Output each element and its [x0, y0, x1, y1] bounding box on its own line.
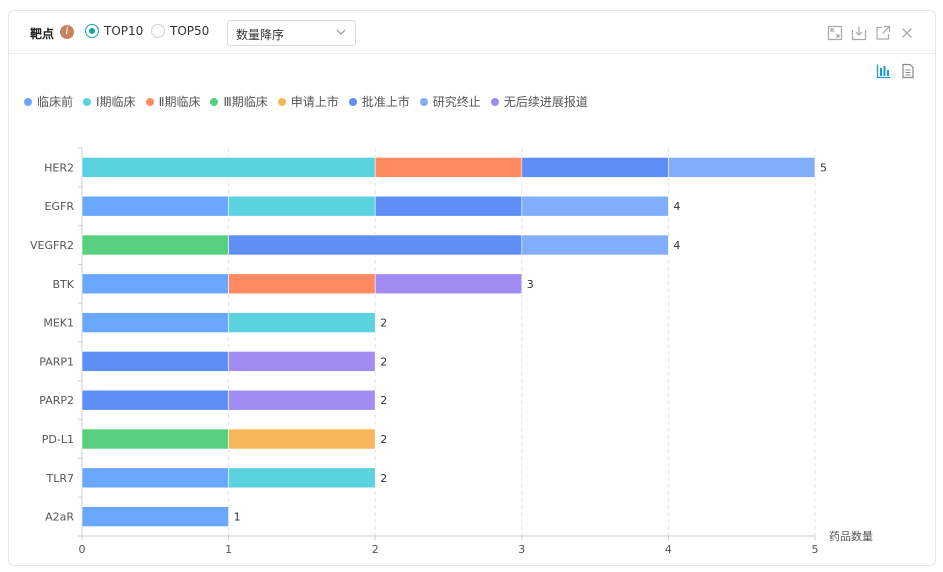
bar-segment: [228, 389, 376, 411]
legend-item[interactable]: 批准上市: [348, 93, 410, 110]
radio-checked-icon: [85, 24, 99, 38]
radio-unchecked-icon: [151, 24, 165, 38]
bar-segment: [81, 273, 229, 295]
bar-segment: [81, 467, 229, 489]
y-category-label: PD-L1: [42, 433, 74, 446]
x-tick-label: 5: [812, 543, 819, 556]
open-external-icon[interactable]: [875, 25, 891, 41]
legend-item[interactable]: Ⅱ期临床: [145, 93, 201, 110]
legend-label: 临床前: [37, 95, 74, 109]
panel-title: 靶点: [30, 27, 55, 41]
bar-segment: [81, 428, 229, 450]
legend-label: Ⅲ期临床: [223, 95, 268, 109]
legend-item[interactable]: 无后续进展报道: [490, 93, 588, 110]
y-category-label: VEGFR2: [30, 239, 74, 252]
x-tick-label: 0: [79, 543, 86, 556]
sort-select[interactable]: 数量降序: [227, 20, 356, 46]
bar-total-label: 5: [820, 161, 827, 174]
bar-total-label: 2: [380, 433, 387, 446]
sort-select-value: 数量降序: [236, 28, 285, 42]
panel-header: 靶点 i TOP10 TOP50 数量降序: [9, 11, 935, 54]
bar-segment: [228, 351, 376, 372]
y-category-label: EGFR: [45, 200, 75, 213]
fullscreen-icon[interactable]: [827, 25, 843, 41]
legend-label: 研究终止: [432, 95, 481, 109]
bar-segment: [228, 428, 376, 450]
y-category-label: A2aR: [45, 511, 74, 524]
x-tick-label: 4: [665, 543, 672, 556]
table-view-icon[interactable]: [900, 63, 916, 79]
bar-segment: [228, 234, 523, 256]
bar-segment: [81, 389, 229, 411]
bar-segment: [81, 157, 376, 178]
bar-segment: [81, 351, 229, 372]
legend-dot: [83, 97, 92, 106]
x-tick-label: 1: [225, 543, 232, 556]
chart-legend: 临床前 Ⅰ期临床 Ⅱ期临床 Ⅲ期临床 申请上市 批准上市 研究终止 无后续进展: [24, 93, 598, 110]
y-category-label: PARP2: [39, 394, 74, 407]
bar-segment: [521, 234, 669, 256]
bar-total-label: 2: [380, 394, 387, 407]
bar-total-label: 4: [673, 200, 680, 213]
bar-segment: [81, 506, 229, 527]
legend-label: 申请上市: [290, 95, 339, 109]
close-icon[interactable]: [899, 25, 915, 41]
legend-label: Ⅱ期临床: [158, 95, 201, 109]
legend-item[interactable]: 研究终止: [419, 93, 481, 110]
chevron-down-icon: [336, 29, 346, 35]
bar-segment: [228, 467, 376, 489]
legend-dot: [277, 97, 286, 106]
legend-dot: [145, 97, 154, 106]
legend-label: 批准上市: [361, 95, 410, 109]
bar-total-label: 3: [527, 278, 534, 291]
bar-total-label: 4: [673, 239, 680, 252]
bar-total-label: 2: [380, 472, 387, 485]
y-category-label: HER2: [44, 161, 74, 174]
bar-segment: [668, 157, 816, 178]
bar-segment: [228, 312, 376, 333]
bar-segment: [374, 273, 523, 295]
radio-top10[interactable]: TOP10: [85, 24, 143, 38]
bar-segment: [81, 195, 229, 217]
info-icon[interactable]: i: [60, 25, 74, 39]
radio-top50-label: TOP50: [170, 24, 210, 38]
x-tick-label: 2: [372, 543, 379, 556]
bar-segment: [521, 157, 669, 178]
bar-segment: [374, 195, 523, 217]
bar-segment: [228, 273, 376, 295]
radio-top10-label: TOP10: [104, 24, 144, 38]
bar-total-label: 2: [380, 355, 387, 368]
x-tick-label: 3: [518, 543, 525, 556]
legend-dot: [210, 97, 219, 106]
x-axis-label: 药品数量: [829, 530, 873, 543]
legend-dot: [24, 97, 32, 106]
bar-segment: [228, 195, 376, 217]
y-category-label: MEK1: [43, 317, 74, 330]
legend-dot: [419, 97, 428, 106]
bar-segment: [81, 312, 229, 333]
radio-top50[interactable]: TOP50: [151, 24, 209, 38]
legend-item[interactable]: 临床前: [24, 93, 73, 110]
bar-total-label: 2: [380, 317, 387, 330]
bar-chart-view-icon[interactable]: [876, 63, 892, 79]
y-category-label: TLR7: [46, 472, 75, 485]
download-icon[interactable]: [851, 25, 867, 41]
bar-segment: [81, 234, 229, 256]
legend-label: Ⅰ期临床: [96, 95, 136, 109]
bar-total-label: 1: [234, 511, 241, 524]
legend-label: 无后续进展报道: [503, 95, 588, 109]
y-category-label: BTK: [53, 278, 75, 291]
legend-item[interactable]: 申请上市: [277, 93, 339, 110]
legend-item[interactable]: Ⅲ期临床: [210, 93, 268, 110]
legend-dot: [490, 97, 499, 106]
bar-segment: [374, 157, 523, 178]
y-category-label: PARP1: [39, 355, 74, 368]
legend-item[interactable]: Ⅰ期临床: [83, 93, 136, 110]
legend-dot: [348, 97, 357, 106]
bar-segment: [521, 195, 669, 217]
